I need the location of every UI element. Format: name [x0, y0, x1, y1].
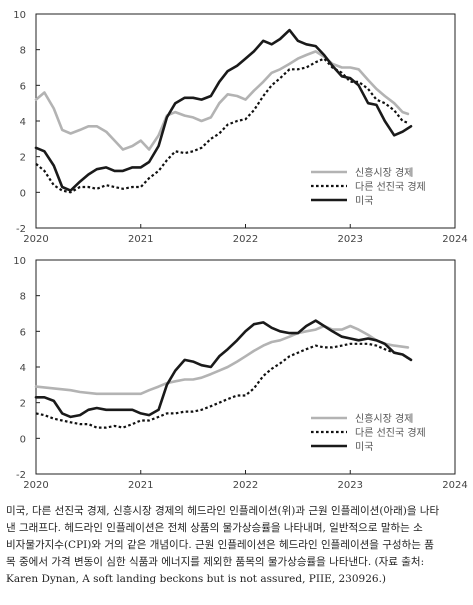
legend-label: 신흥시장 경제: [355, 412, 413, 425]
figure-caption: 미국, 다른 선진국 경제, 신흥시장 경제의 헤드라인 인플레이션(위)과 근…: [6, 503, 466, 588]
y-tick-label: 6: [20, 327, 26, 338]
x-tick-label: 2023: [338, 234, 363, 245]
x-tick-label: 2021: [128, 480, 153, 491]
y-tick-label: -2: [16, 470, 26, 481]
series-line: [35, 57, 409, 194]
y-tick-label: 2: [20, 153, 26, 164]
series-line: [34, 28, 413, 192]
series-line: [34, 324, 410, 396]
y-tick-label: 4: [20, 363, 26, 374]
y-tick-label: 0: [20, 434, 26, 445]
x-tick-label: 2020: [23, 234, 48, 245]
y-tick-label: -2: [16, 224, 26, 235]
caption-line: Karen Dynan, A soft landing beckons but …: [6, 573, 387, 585]
legend-label: 미국: [355, 195, 373, 207]
legend-label: 미국: [355, 441, 373, 453]
series-line: [34, 319, 413, 419]
y-tick-label: 6: [20, 81, 26, 92]
x-tick-label: 2020: [23, 480, 48, 491]
x-tick-label: 2024: [442, 234, 467, 245]
caption-line: 비자물가지수(CPI)와 거의 같은 개념이다. 근원 인플레이션은 헤드라인 …: [6, 539, 434, 551]
x-tick-label: 2023: [338, 480, 363, 491]
series-line: [35, 342, 409, 429]
caption-line: 낸 그래프다. 헤드라인 인플레이션은 전체 상품의 물가상승률을 나타내며, …: [6, 522, 423, 534]
y-tick-label: 8: [20, 292, 26, 303]
caption-line: 미국, 다른 선진국 경제, 신흥시장 경제의 헤드라인 인플레이션(위)과 근…: [6, 505, 440, 517]
plot-frame: [35, 13, 456, 229]
legend-label: 신흥시장 경제: [355, 166, 413, 179]
x-tick-label: 2022: [233, 234, 258, 245]
x-tick-label: 2024: [442, 480, 467, 491]
y-tick-label: 8: [20, 46, 26, 57]
y-tick-label: 0: [20, 188, 26, 199]
series-line: [34, 50, 410, 151]
y-tick-label: 4: [20, 117, 26, 128]
legend-label: 다른 선진국 경제: [355, 426, 426, 439]
y-tick-label: 10: [13, 256, 26, 267]
x-tick-label: 2022: [233, 480, 258, 491]
legend-label: 다른 선진국 경제: [355, 180, 426, 193]
plot-frame: [35, 259, 456, 475]
y-tick-label: 2: [20, 399, 26, 410]
x-tick-label: 2021: [128, 234, 153, 245]
y-tick-label: 10: [13, 10, 26, 21]
caption-line: 목 중에서 가격 변동이 심한 식품과 에너지를 제외한 품목의 물가상승률을 …: [6, 556, 425, 568]
